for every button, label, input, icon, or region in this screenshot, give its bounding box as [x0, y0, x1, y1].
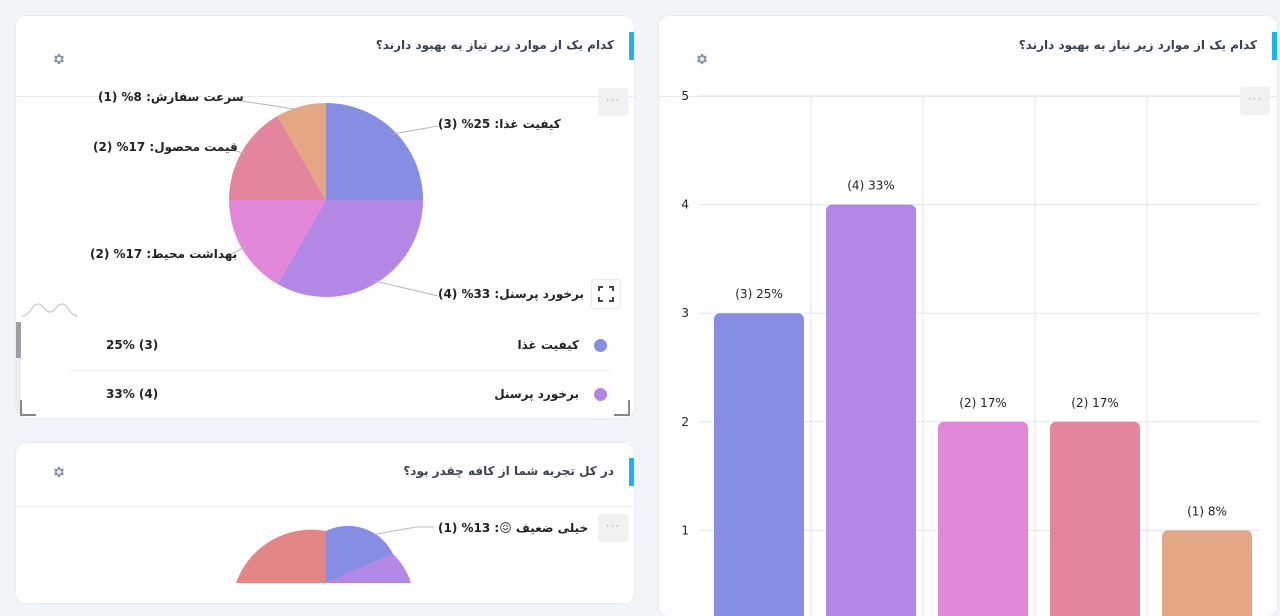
pie-chart-card: کدام یک از موارد زیر نیاز به بهبود دارند… [16, 16, 634, 418]
title-accent [629, 458, 634, 486]
pie-slice-price[interactable] [229, 115, 326, 200]
pie-slice-order-speed[interactable] [277, 103, 327, 200]
y-tick-label: 4 [681, 198, 689, 212]
card-title: کدام یک از موارد زیر نیاز به بهبود دارند… [375, 38, 614, 52]
legend-scrollbar[interactable] [16, 322, 21, 414]
title-accent [1272, 32, 1277, 60]
pie-label-staff: برخورد پرسنل: 33% (4) [438, 287, 584, 301]
legend-label: برخورد پرسنل [494, 387, 579, 401]
pie-label-very-weak: خیلی ضعیف 😖: 13% (1) [438, 521, 589, 535]
y-tick-label: 3 [681, 306, 689, 320]
gear-icon[interactable] [52, 465, 66, 479]
bar-data-label: (4) 33% [847, 179, 894, 193]
pie-connector-staff [372, 280, 439, 297]
legend-dot [594, 388, 607, 401]
pie-slice-very-weak [326, 525, 393, 583]
bar[interactable] [1050, 421, 1140, 616]
pie-connector [375, 526, 434, 535]
legend-item-food-quality[interactable]: (3) 25% کیفیت غذا [71, 326, 609, 366]
experience-pie-chart [236, 525, 434, 583]
pie-slice-food-quality[interactable] [326, 103, 423, 200]
y-tick-label: 5 [681, 89, 689, 103]
y-tick-label: 2 [681, 415, 689, 429]
pie-label-food-quality: کیفیت غذا: 25% (3) [438, 117, 561, 131]
legend-value: (3) 25% [106, 338, 159, 352]
legend-item-staff[interactable]: (4) 33% برخورد پرسنل [71, 375, 609, 415]
pie-label-order-speed: سرعت سفارش: 8% (1) [98, 90, 244, 104]
title-accent [629, 32, 634, 60]
pie-connector-food-quality [391, 125, 439, 135]
pie-slice-hygiene[interactable] [229, 200, 326, 285]
bar-data-label: (1) 8% [1187, 504, 1227, 518]
bar-chart: 1 2 3 4 5 (3) 25% (4) 33% (2) 17% (2) 17% (1) 8% [681, 89, 1259, 616]
pie-slice-next [326, 554, 411, 583]
bar[interactable] [1162, 530, 1252, 616]
card-title: در کل تجربه شما از کافه چقدر بود؟ [403, 464, 614, 478]
bar-chart-card: کدام یک از موارد زیر نیاز به بهبود دارند… [659, 16, 1277, 616]
card-title: کدام یک از موارد زیر نیاز به بهبود دارند… [1018, 38, 1257, 52]
legend-dot [594, 339, 607, 352]
resize-corner-left [20, 400, 36, 416]
gear-icon[interactable] [695, 52, 709, 66]
pie-slice-staff[interactable] [277, 200, 424, 297]
legend-scrollbar-thumb[interactable] [16, 322, 21, 358]
card-header: کدام یک از موارد زیر نیاز به بهبود دارند… [16, 16, 634, 97]
pie-label-hygiene: بهداشت محیط: 17% (2) [90, 247, 238, 261]
fullscreen-icon[interactable] [591, 279, 621, 309]
legend-label: کیفیت غذا [517, 338, 579, 352]
y-tick-label: 1 [681, 523, 689, 537]
bar-data-label: (2) 17% [959, 396, 1006, 410]
bar[interactable] [938, 421, 1028, 616]
bar-data-label: (3) 25% [735, 287, 782, 301]
bar[interactable] [826, 204, 916, 616]
legend-separator [71, 370, 609, 371]
more-options-icon[interactable]: ··· [598, 88, 628, 116]
resize-corner-right[interactable] [614, 400, 630, 416]
bar-data-label: (2) 17% [1071, 396, 1118, 410]
bar[interactable] [714, 313, 804, 616]
pie-label-price: قیمت محصول: 17% (2) [93, 140, 238, 154]
pie-connector-order-speed [227, 98, 303, 111]
pie-connector-hygiene [227, 246, 246, 257]
pie-connector-price [227, 148, 246, 154]
sparkline-icon [22, 303, 78, 317]
card-header: در کل تجربه شما از کافه چقدر بود؟ [16, 443, 634, 507]
more-options-icon[interactable]: ··· [598, 514, 628, 542]
experience-chart-card: در کل تجربه شما از کافه چقدر بود؟ ··· خی… [16, 443, 634, 603]
more-options-icon[interactable]: ··· [1240, 87, 1270, 115]
gear-icon[interactable] [52, 52, 66, 66]
legend-value: (4) 33% [106, 387, 159, 401]
pie-chart [227, 98, 439, 297]
pie-slice-other [236, 529, 326, 583]
